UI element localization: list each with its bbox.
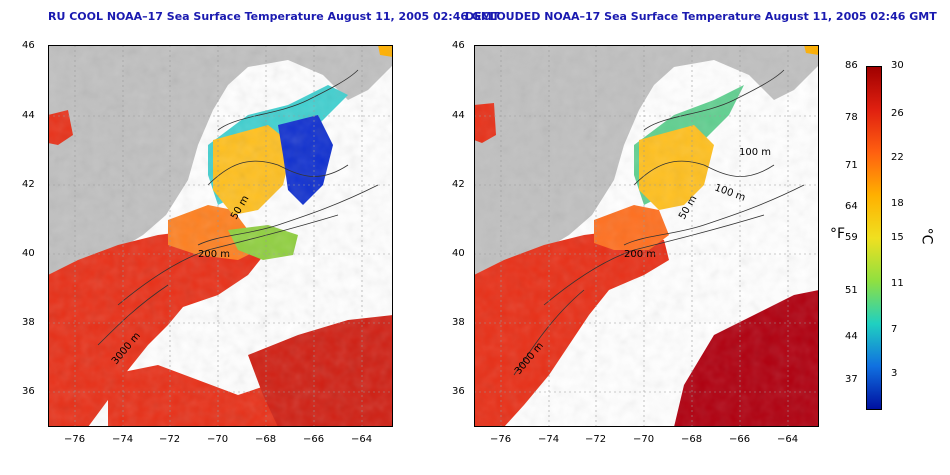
map-frame [474, 45, 819, 427]
lon-label: −72 [585, 434, 607, 445]
fahrenheit-tick-label: 37 [845, 374, 858, 385]
celsius-tick-label: 11 [891, 278, 904, 289]
celsius-tick-label: 7 [891, 324, 898, 335]
map-grid [474, 45, 819, 427]
lat-label: 36 [452, 386, 465, 397]
lat-label: 44 [452, 110, 465, 121]
left-sst-map: 50 m 200 m 3000 m [48, 45, 393, 427]
lat-label: 40 [22, 248, 35, 259]
celsius-unit: °C [918, 227, 935, 245]
lat-label: 44 [22, 110, 35, 121]
fahrenheit-tick-label: 86 [845, 60, 858, 71]
celsius-tick-label: 15 [891, 232, 904, 243]
lon-label: −66 [303, 434, 325, 445]
lat-label: 40 [452, 248, 465, 259]
lat-label: 38 [452, 317, 465, 328]
lat-label: 36 [22, 386, 35, 397]
bathymetry-contours [513, 69, 805, 376]
celsius-tick-label: 3 [891, 368, 898, 379]
lon-label: −76 [64, 434, 86, 445]
fahrenheit-unit: °F [830, 226, 846, 242]
lon-label: −64 [351, 434, 373, 445]
lon-label: −68 [255, 434, 277, 445]
celsius-tick-label: 26 [891, 108, 904, 119]
bathymetry-contours [97, 69, 379, 346]
lon-label: −74 [538, 434, 560, 445]
lon-label: −64 [777, 434, 799, 445]
contour-label-200m: 200 m [624, 249, 656, 260]
fahrenheit-tick-label: 59 [845, 232, 858, 243]
celsius-tick-label: 18 [891, 198, 904, 209]
temperature-colorbar [866, 66, 882, 410]
lon-label: −76 [490, 434, 512, 445]
lon-label: −72 [159, 434, 181, 445]
lon-label: −74 [112, 434, 134, 445]
celsius-tick-label: 30 [891, 60, 904, 71]
fahrenheit-tick-label: 64 [845, 201, 858, 212]
lat-label: 46 [452, 40, 465, 51]
map-grid [48, 45, 393, 427]
lat-label: 42 [452, 179, 465, 190]
map-frame [48, 45, 393, 427]
lon-label: −70 [633, 434, 655, 445]
celsius-tick-label: 22 [891, 152, 904, 163]
left-map-canvas: 50 m 200 m 3000 m [48, 45, 393, 427]
fahrenheit-tick-label: 71 [845, 160, 858, 171]
fahrenheit-tick-label: 78 [845, 112, 858, 123]
left-map-title: RU COOL NOAA–17 Sea Surface Temperature … [48, 10, 500, 23]
lat-label: 46 [22, 40, 35, 51]
right-map-title: DECLOUDED NOAA–17 Sea Surface Temperatur… [465, 10, 937, 23]
contour-label-100m-a: 100 m [739, 147, 771, 158]
lon-label: −70 [207, 434, 229, 445]
right-map-canvas: 100 m 100 m 50 m 200 m 3000 m [474, 45, 819, 427]
fahrenheit-tick-label: 51 [845, 285, 858, 296]
fahrenheit-tick-label: 44 [845, 331, 858, 342]
lon-label: −66 [729, 434, 751, 445]
lat-label: 42 [22, 179, 35, 190]
lon-label: −68 [681, 434, 703, 445]
lat-label: 38 [22, 317, 35, 328]
right-sst-map: 100 m 100 m 50 m 200 m 3000 m [474, 45, 819, 427]
contour-label-200m: 200 m [198, 249, 230, 260]
